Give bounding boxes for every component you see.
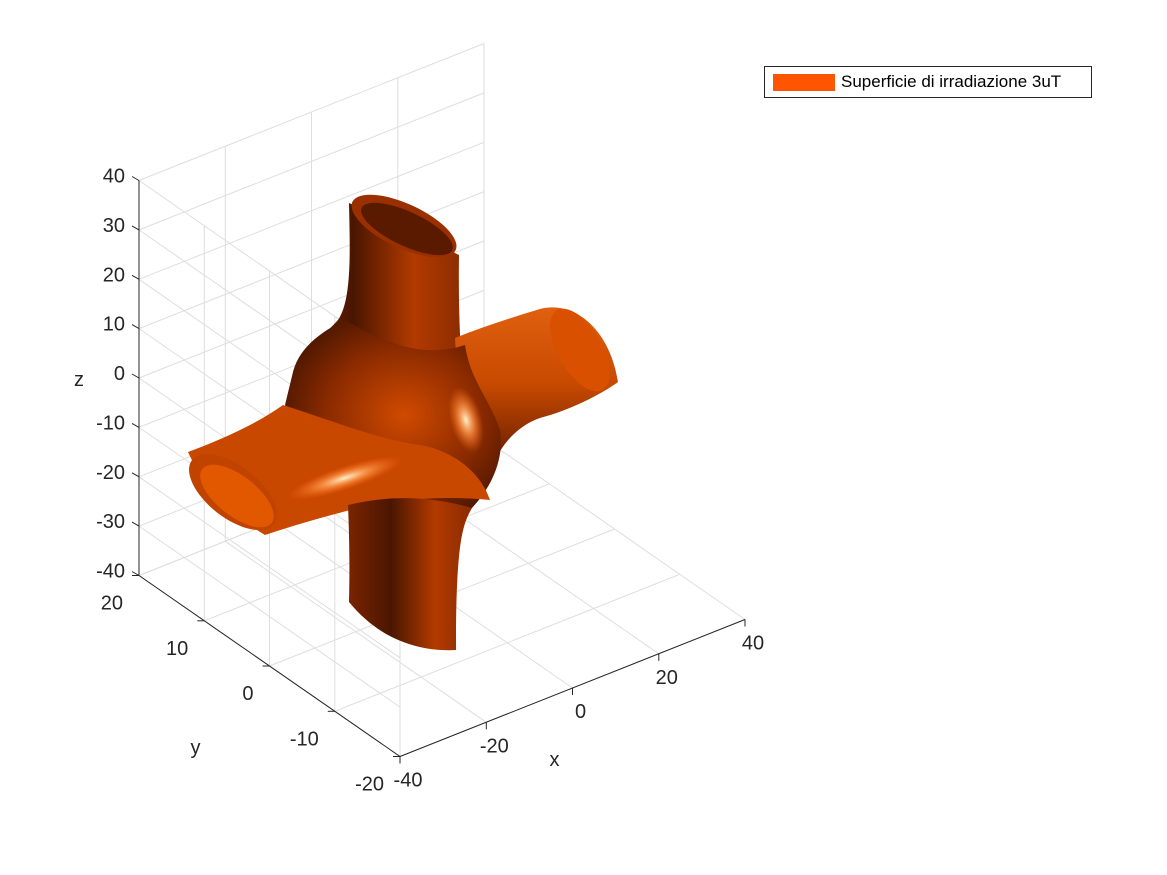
z-tick-label: 0	[114, 363, 125, 385]
z-axis-label: z	[74, 369, 84, 391]
surface-highlight	[448, 386, 484, 454]
x-tick-label: -20	[480, 735, 509, 757]
legend-label: Superficie di irradiazione 3uT	[841, 72, 1062, 91]
grid-line	[138, 525, 401, 708]
z-tick-label: -10	[96, 412, 125, 434]
y-tick-label: -20	[355, 774, 384, 796]
x-tick-label: 0	[575, 701, 586, 723]
x-tick-label: 40	[742, 633, 764, 655]
surface-bottom-tube	[348, 498, 472, 651]
z-tick-label: -30	[96, 511, 125, 533]
z-tick-mark	[131, 274, 140, 280]
grid-line	[138, 92, 485, 231]
surface-series	[188, 194, 618, 651]
z-tick-mark	[131, 324, 140, 330]
grid-line	[334, 573, 680, 712]
z-tick-label: 30	[103, 215, 125, 237]
z-tick-mark	[131, 373, 140, 379]
legend-swatch	[773, 74, 835, 91]
z-tick-label: -20	[96, 462, 125, 484]
x-tick-label: 20	[656, 667, 678, 689]
surface-right-opening	[550, 308, 610, 392]
z-tick-label: 20	[103, 264, 125, 286]
legend: Superficie di irradiazione 3uT	[764, 66, 1092, 98]
grid-line	[138, 476, 401, 659]
z-tick-mark	[131, 571, 140, 576]
y-tick-label: 0	[242, 683, 253, 705]
z-tick-label: 10	[103, 314, 125, 336]
z-tick-mark	[131, 521, 140, 527]
y-tick-label: 20	[101, 593, 123, 615]
y-tick-label: -10	[290, 728, 319, 750]
grid-line	[138, 141, 485, 280]
axis-lines	[131, 176, 746, 764]
z-tick-mark	[131, 176, 140, 181]
y-axis-label: y	[191, 737, 201, 759]
x-axis-label: x	[550, 749, 560, 771]
grid-line	[138, 43, 485, 181]
z-tick-mark	[131, 225, 140, 231]
z-tick-label: -40	[96, 561, 125, 583]
z-tick-label: 40	[103, 166, 125, 188]
tick-labels: -40 -30 -20 -10 0 10 20 30 40 -20 -10 0 10 20 -40 -20 0 2…	[74, 166, 764, 796]
z-tick-mark	[131, 422, 140, 428]
z-tick-mark	[131, 472, 140, 478]
surface-highlight	[287, 456, 403, 500]
y-tick-label: 10	[166, 638, 188, 660]
x-tick-label: -40	[394, 770, 423, 792]
